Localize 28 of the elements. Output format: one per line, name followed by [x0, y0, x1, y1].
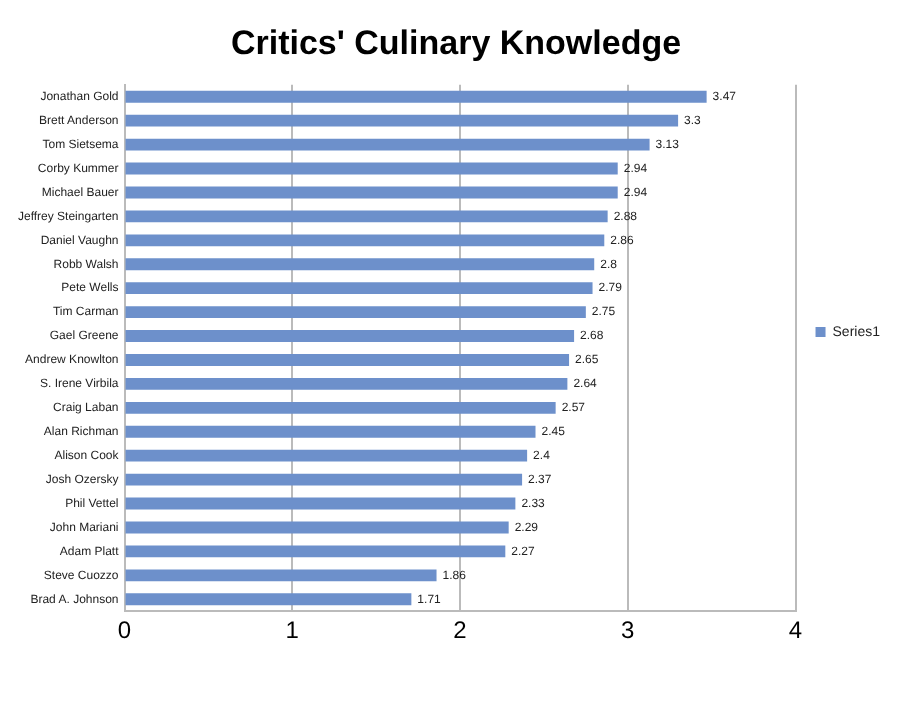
- bar: [125, 497, 516, 510]
- x-tick-label: 0: [117, 616, 132, 645]
- bar: [125, 593, 412, 606]
- bar: [125, 162, 618, 175]
- bar: [125, 401, 556, 414]
- bar: [125, 186, 618, 199]
- bar: [125, 282, 593, 295]
- x-tick-label: 4: [788, 616, 803, 645]
- bar: [125, 521, 509, 534]
- bar: [125, 473, 523, 486]
- bar: [125, 545, 506, 558]
- x-tick-label: 1: [285, 616, 300, 645]
- bar: [125, 354, 570, 366]
- x-tick-label: 3: [621, 616, 636, 645]
- bar: [125, 138, 650, 151]
- bar: [125, 569, 437, 582]
- bar: [125, 90, 707, 103]
- bar: [125, 234, 605, 247]
- bar: [125, 330, 575, 342]
- x-tick-label: 2: [453, 616, 468, 645]
- bar: [125, 449, 528, 462]
- bar: [125, 425, 536, 438]
- bar: [125, 258, 595, 271]
- bar: [125, 210, 608, 223]
- chart-title: Critics' Culinary Knowledge: [230, 23, 682, 62]
- bar: [125, 377, 568, 390]
- bar: [125, 114, 679, 127]
- bar: [125, 306, 586, 319]
